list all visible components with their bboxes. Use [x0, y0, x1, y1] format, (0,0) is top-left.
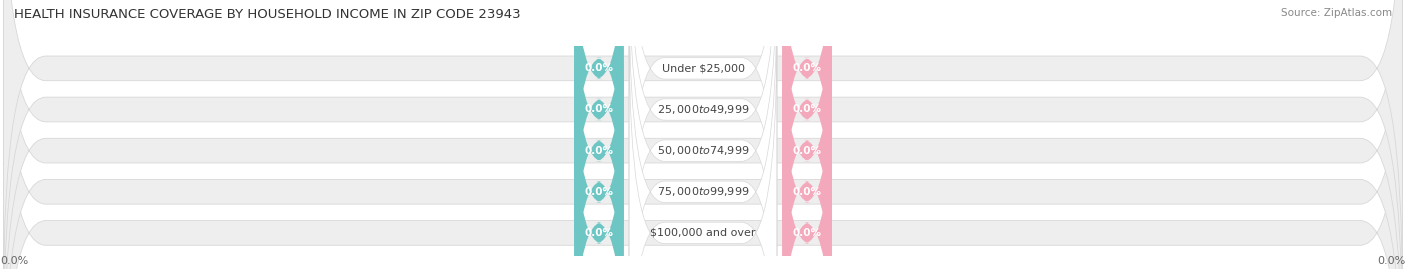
- FancyBboxPatch shape: [3, 0, 1403, 269]
- FancyBboxPatch shape: [575, 0, 624, 263]
- Text: $25,000 to $49,999: $25,000 to $49,999: [657, 103, 749, 116]
- FancyBboxPatch shape: [782, 0, 832, 269]
- Text: $50,000 to $74,999: $50,000 to $74,999: [657, 144, 749, 157]
- FancyBboxPatch shape: [3, 0, 1403, 269]
- Text: Source: ZipAtlas.com: Source: ZipAtlas.com: [1281, 8, 1392, 18]
- Text: 0.0%: 0.0%: [0, 256, 28, 266]
- Text: 0.0%: 0.0%: [1378, 256, 1406, 266]
- FancyBboxPatch shape: [3, 0, 1403, 269]
- Text: 0.0%: 0.0%: [793, 146, 821, 156]
- Text: 0.0%: 0.0%: [585, 187, 613, 197]
- Text: Under $25,000: Under $25,000: [661, 63, 745, 73]
- FancyBboxPatch shape: [782, 0, 832, 222]
- Text: 0.0%: 0.0%: [793, 187, 821, 197]
- FancyBboxPatch shape: [3, 0, 1403, 269]
- Text: 0.0%: 0.0%: [585, 146, 613, 156]
- FancyBboxPatch shape: [782, 79, 832, 269]
- Text: $100,000 and over: $100,000 and over: [650, 228, 756, 238]
- FancyBboxPatch shape: [575, 0, 624, 269]
- Text: 0.0%: 0.0%: [585, 104, 613, 115]
- FancyBboxPatch shape: [782, 0, 832, 263]
- Text: HEALTH INSURANCE COVERAGE BY HOUSEHOLD INCOME IN ZIP CODE 23943: HEALTH INSURANCE COVERAGE BY HOUSEHOLD I…: [14, 8, 520, 21]
- FancyBboxPatch shape: [575, 0, 624, 222]
- FancyBboxPatch shape: [630, 0, 778, 269]
- Text: 0.0%: 0.0%: [585, 228, 613, 238]
- FancyBboxPatch shape: [575, 38, 624, 269]
- FancyBboxPatch shape: [3, 0, 1403, 269]
- Text: 0.0%: 0.0%: [793, 104, 821, 115]
- Text: $75,000 to $99,999: $75,000 to $99,999: [657, 185, 749, 198]
- FancyBboxPatch shape: [630, 0, 778, 269]
- FancyBboxPatch shape: [630, 0, 778, 269]
- Text: 0.0%: 0.0%: [793, 63, 821, 73]
- FancyBboxPatch shape: [630, 38, 778, 269]
- FancyBboxPatch shape: [630, 0, 778, 263]
- FancyBboxPatch shape: [782, 38, 832, 269]
- Text: 0.0%: 0.0%: [793, 228, 821, 238]
- Text: 0.0%: 0.0%: [585, 63, 613, 73]
- FancyBboxPatch shape: [575, 79, 624, 269]
